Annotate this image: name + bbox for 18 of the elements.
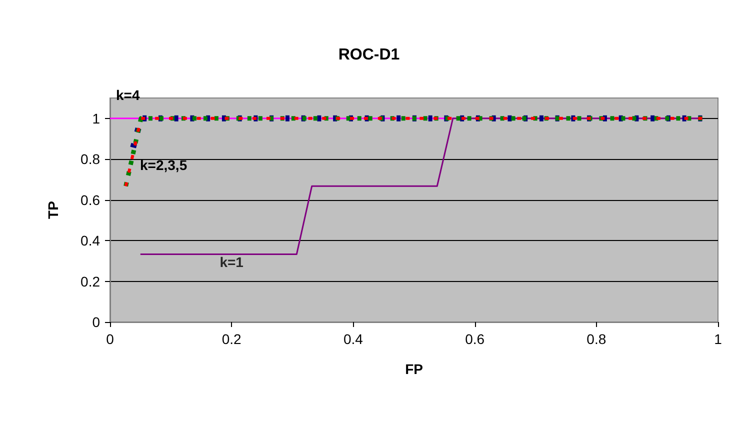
x-tick-label: 0.6	[465, 331, 485, 347]
y-tick-label: 0	[92, 314, 100, 330]
chart-title: ROC-D1	[338, 46, 400, 64]
y-tick-label: 0.2	[80, 273, 100, 290]
y-tick-label: 0.4	[80, 232, 100, 249]
x-tick-label: 1	[714, 331, 722, 347]
y-tick-label: 0.6	[80, 192, 100, 208]
x-tick-label: 0.8	[586, 331, 606, 347]
x-tick-label: 0	[106, 331, 114, 347]
annotation: k=4	[116, 87, 140, 103]
x-tick-label: 0.2	[222, 331, 242, 347]
annotation: k=2,3,5	[140, 157, 188, 173]
x-axis-title: FP	[405, 361, 423, 377]
y-axis-title: TP	[45, 201, 61, 219]
y-tick-label: 0.8	[80, 151, 100, 168]
y-tick-label: 1	[92, 110, 100, 126]
annotation: k=1	[220, 254, 244, 270]
x-tick-label: 0.4	[343, 331, 364, 347]
